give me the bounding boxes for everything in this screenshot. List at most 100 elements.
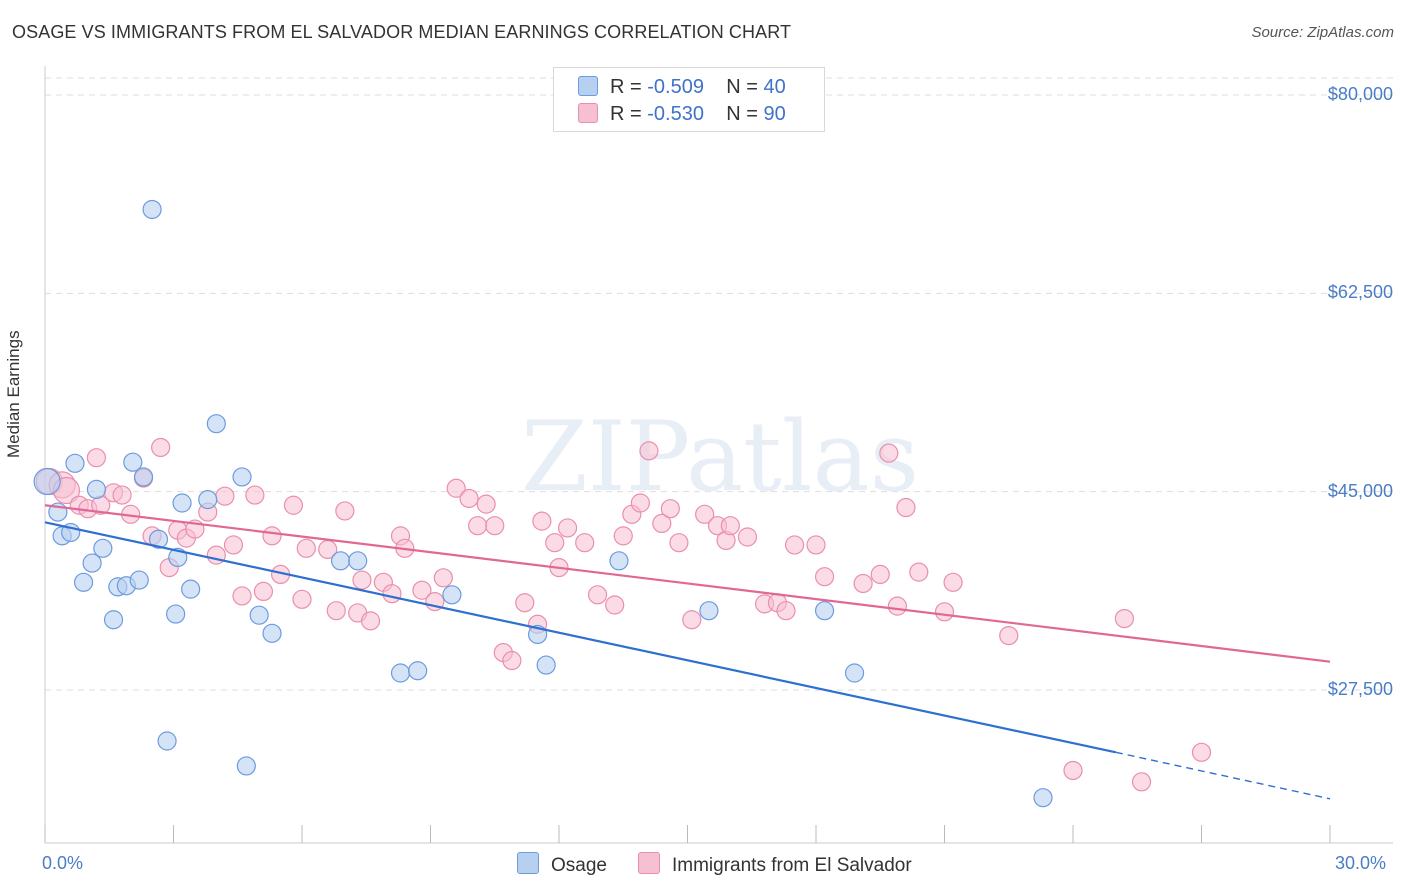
salvador-point xyxy=(112,485,132,505)
salvador-point xyxy=(1114,608,1135,629)
osage-point xyxy=(609,551,629,571)
source-label: Source: ZipAtlas.com xyxy=(1251,24,1394,41)
osage-legend-label: Osage xyxy=(551,855,607,876)
osage-swatch xyxy=(578,76,598,96)
n-value-osage: 40 xyxy=(763,76,786,98)
salvador-point xyxy=(737,527,758,547)
series-osage xyxy=(33,199,1053,808)
salvador-point xyxy=(360,611,381,631)
osage-point xyxy=(844,663,865,683)
osage-point xyxy=(166,604,186,624)
salvador-point xyxy=(605,595,625,615)
salvador-point xyxy=(1063,760,1083,781)
salvador-point xyxy=(853,573,873,594)
salvador-trend-line xyxy=(44,504,1331,663)
salvador-point xyxy=(613,526,633,546)
salvador-point xyxy=(232,586,252,606)
x-tick-label-max: 30.0% xyxy=(1335,853,1387,873)
r-label: R = xyxy=(610,76,648,98)
bottom-legend-salvador: Immigrants from El Salvador xyxy=(638,852,912,877)
salvador-point xyxy=(1131,772,1152,792)
salvador-point xyxy=(433,568,453,588)
osage-point xyxy=(206,414,226,434)
legend-row-salvador: R = -0.530 N = 90 xyxy=(578,103,786,126)
osage-point xyxy=(93,538,113,558)
salvador-swatch xyxy=(638,852,660,874)
axes xyxy=(44,66,1393,844)
osage-point xyxy=(148,529,169,549)
osage-point xyxy=(814,601,835,621)
y-tick-label: $80,000 xyxy=(1327,84,1393,104)
r-label: R = xyxy=(610,103,648,125)
salvador-point xyxy=(151,437,171,458)
osage-point xyxy=(73,572,94,592)
osage-point xyxy=(348,551,368,571)
osage-point xyxy=(157,731,177,751)
watermark: ZIPatlas xyxy=(521,401,919,513)
salvador-point xyxy=(215,486,235,506)
salvador-point xyxy=(245,485,265,505)
chart-title: OSAGE VS IMMIGRANTS FROM EL SALVADOR MED… xyxy=(12,22,792,42)
salvador-point xyxy=(296,538,316,558)
osage-point xyxy=(82,553,102,573)
n-label: N = xyxy=(726,103,764,125)
salvador-point xyxy=(587,585,608,605)
salvador-point xyxy=(575,533,595,553)
osage-point xyxy=(181,579,201,599)
osage-point xyxy=(536,655,556,675)
osage-point xyxy=(1033,788,1053,808)
salvador-point xyxy=(870,564,890,585)
osage-point xyxy=(168,547,188,568)
osage-point xyxy=(123,452,143,472)
salvador-point xyxy=(485,516,505,536)
salvador-point xyxy=(412,580,432,600)
salvador-point xyxy=(223,535,244,555)
osage-point xyxy=(408,661,428,681)
salvador-point xyxy=(532,511,552,531)
salvador-point xyxy=(784,535,805,555)
osage-point xyxy=(330,551,351,571)
salvador-point xyxy=(502,650,522,671)
salvador-point xyxy=(446,478,466,498)
osage-point xyxy=(142,199,162,220)
osage-point xyxy=(249,605,269,625)
y-tick-label: $45,000 xyxy=(1327,480,1393,501)
salvador-point xyxy=(887,596,907,616)
salvador-point xyxy=(896,497,916,518)
salvador-point xyxy=(934,602,955,622)
legend-row-osage: R = -0.509 N = 40 xyxy=(578,76,786,99)
osage-point xyxy=(442,585,462,605)
salvador-point xyxy=(806,535,826,555)
salvador-point xyxy=(999,625,1019,646)
osage-swatch xyxy=(517,852,539,874)
osage-point xyxy=(133,467,154,487)
salvador-point xyxy=(468,516,488,536)
bottom-legend-osage: Osage xyxy=(517,852,607,877)
y-tick-label: $62,500 xyxy=(1327,282,1393,303)
osage-point xyxy=(129,570,149,590)
osage-point xyxy=(103,610,124,630)
salvador-point xyxy=(557,518,578,538)
x-tick-label-min: 0.0% xyxy=(42,853,84,873)
osage-point xyxy=(232,467,252,487)
osage-trend-extension xyxy=(1115,751,1331,800)
salvador-point xyxy=(639,441,659,461)
salvador-point xyxy=(1191,742,1212,762)
osage-trend-line xyxy=(44,521,1117,754)
salvador-point xyxy=(682,610,702,630)
osage-point xyxy=(198,490,218,510)
salvador-point xyxy=(695,504,715,524)
salvador-point xyxy=(943,572,963,592)
salvador-point xyxy=(776,601,796,621)
salvador-swatch xyxy=(578,103,598,123)
y-tick-label: $27,500 xyxy=(1327,679,1393,699)
osage-point xyxy=(65,453,85,473)
osage-point xyxy=(33,467,61,496)
salvador-point xyxy=(909,562,929,582)
salvador-point xyxy=(292,589,312,609)
salvador-point xyxy=(630,493,650,513)
salvador-point xyxy=(86,448,107,468)
r-value-osage: -0.509 xyxy=(647,76,704,98)
salvador-point xyxy=(720,516,740,536)
